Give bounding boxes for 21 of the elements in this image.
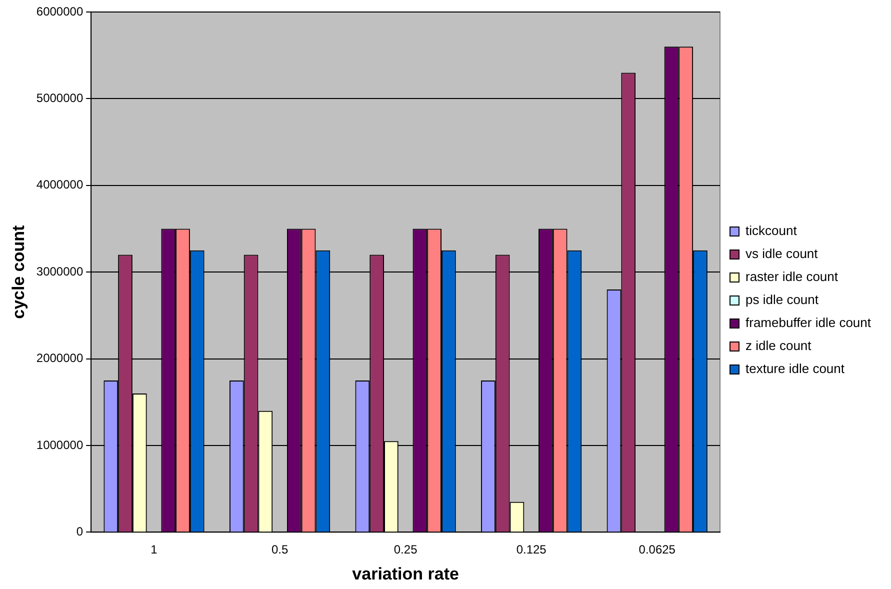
x-tick-label: 0.25 — [394, 542, 418, 557]
legend-label: texture idle count — [746, 361, 845, 376]
legend-label: z idle count — [746, 338, 812, 354]
x-tick-label: 1 — [150, 542, 158, 557]
y-tick-label: 6000000 — [36, 4, 84, 18]
y-tick-label: 1000000 — [36, 438, 84, 452]
x-tick-label: 0.5 — [271, 542, 288, 557]
x-tick-label: 0.125 — [516, 542, 547, 557]
y-tick-label: 5000000 — [36, 91, 84, 106]
legend-label: tickcount — [746, 223, 798, 238]
x-tick-label: 0.0625 — [638, 542, 676, 557]
y-tick-label: 0 — [76, 524, 84, 539]
legend-label: framebuffer idle count — [746, 315, 872, 330]
legend-label: ps idle count — [746, 292, 819, 308]
y-tick-label: 2000000 — [36, 351, 84, 366]
x-axis-title: variation rate — [352, 564, 459, 584]
y-tick-label: 4000000 — [36, 178, 84, 192]
legend-label: vs idle count — [746, 246, 818, 262]
y-tick-label: 3000000 — [36, 264, 84, 278]
y-axis-title: cycle count — [8, 225, 28, 319]
legend-label: raster idle count — [746, 269, 838, 284]
